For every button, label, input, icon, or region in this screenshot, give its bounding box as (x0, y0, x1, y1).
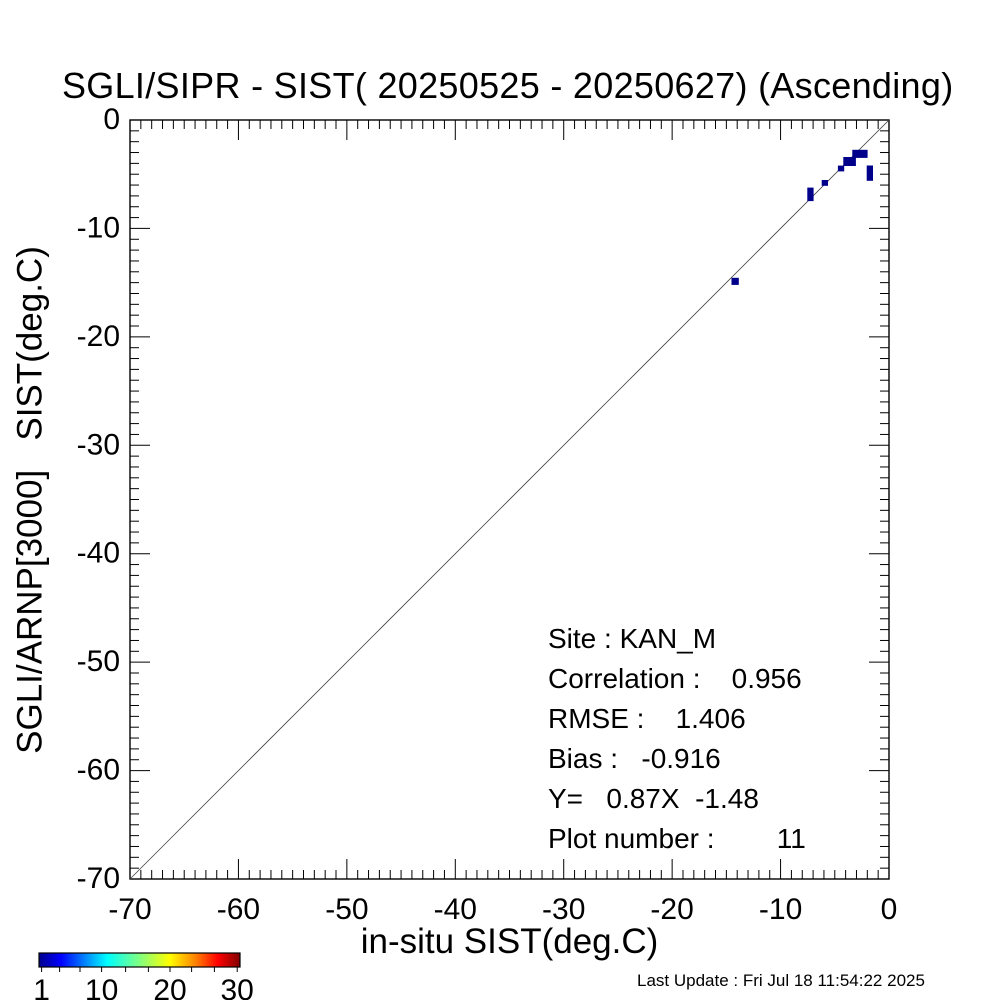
svg-text:20: 20 (153, 974, 186, 1000)
svg-text:30: 30 (221, 974, 254, 1000)
svg-text:10: 10 (85, 974, 118, 1000)
svg-text:1: 1 (33, 974, 50, 1000)
